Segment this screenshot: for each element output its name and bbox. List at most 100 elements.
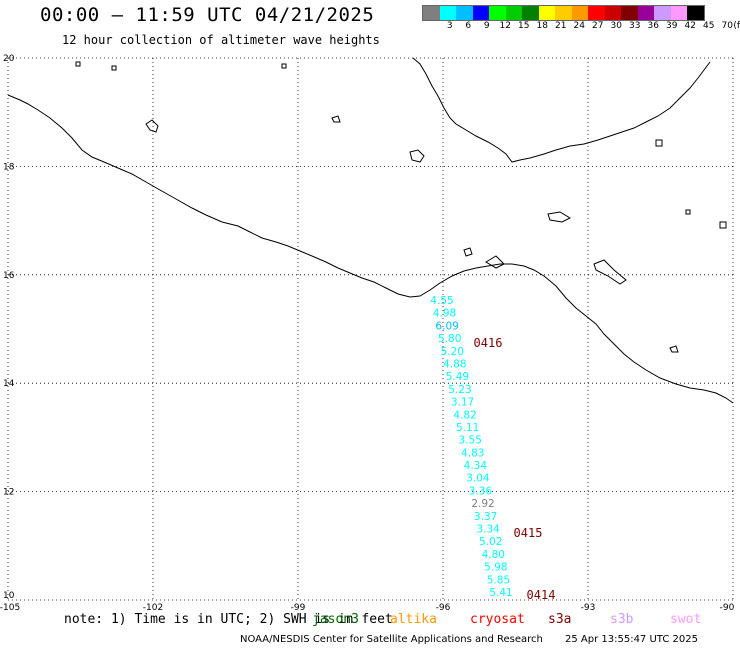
longitude-label: -102 xyxy=(143,603,163,613)
color-scale-legend xyxy=(422,5,705,21)
legend-label: 45 xyxy=(703,21,715,31)
wave-height-value: 3.04 xyxy=(466,473,490,485)
island-11 xyxy=(281,63,287,69)
satellite-swot: swot xyxy=(670,612,702,627)
map-title: 00:00 – 11:59 UTC 04/21/2025 xyxy=(40,4,375,26)
legend-swatch xyxy=(489,6,506,20)
wave-height-value: 3.37 xyxy=(474,511,497,523)
wave-height-observations: 4.554.986.095.805.204.885.495.233.174.82… xyxy=(430,295,512,599)
legend-label: 12 xyxy=(499,21,511,31)
wave-height-value: 5.80 xyxy=(438,333,461,345)
credit-text: NOAA/NESDIS Center for Satellite Applica… xyxy=(240,634,543,645)
wave-height-value: 5.23 xyxy=(448,384,471,396)
legend-label: 39 xyxy=(666,21,678,31)
legend-label: 42 xyxy=(684,21,696,31)
island-7 xyxy=(331,115,341,123)
legend-swatch xyxy=(423,6,440,20)
legend-swatch xyxy=(687,6,704,20)
legend-swatch xyxy=(670,6,687,20)
wave-height-value: 3.17 xyxy=(451,397,474,409)
wave-height-value: 4.98 xyxy=(433,308,456,320)
legend-swatch xyxy=(571,6,588,20)
gulf-coast xyxy=(412,57,711,163)
units-note: note: 1) Time is in UTC; 2) SWH is in fe… xyxy=(64,612,393,627)
legend-label: 24 xyxy=(573,21,585,31)
island-8 xyxy=(669,345,679,353)
island-6 xyxy=(463,247,473,257)
legend-label: 15 xyxy=(518,21,530,31)
island-10 xyxy=(111,65,117,71)
legend-label: 9 xyxy=(483,21,490,31)
island-13 xyxy=(685,209,691,215)
legend-label: 3 xyxy=(446,21,453,31)
island-1 xyxy=(145,119,159,133)
wave-height-value: 5.11 xyxy=(456,422,479,434)
island-3 xyxy=(547,211,572,223)
island-12 xyxy=(655,139,663,147)
wave-height-value: 5.20 xyxy=(441,346,464,358)
satellite-pass-labels: 0416 0415 0414 xyxy=(474,336,556,602)
map-subtitle: 12 hour collection of altimeter wave hei… xyxy=(62,33,380,47)
legend-label: 27 xyxy=(592,21,604,31)
legend-swatch xyxy=(522,6,539,20)
wave-height-value: 2.92 xyxy=(471,498,494,510)
satellite-s3a: s3a xyxy=(548,612,572,627)
satellite-altika: altika xyxy=(390,612,437,627)
longitude-label: -93 xyxy=(581,603,596,613)
latitude-labels: 20 18 16 14 12 10 xyxy=(3,54,15,601)
legend-label: 18 xyxy=(536,21,548,31)
legend-swatch xyxy=(604,6,621,20)
wave-height-value: 5.85 xyxy=(487,574,510,586)
legend-swatch xyxy=(439,6,456,20)
island-4 xyxy=(485,255,505,269)
wave-height-value: 4.83 xyxy=(461,447,484,459)
longitude-label: -99 xyxy=(291,603,306,613)
wave-height-value: 4.82 xyxy=(453,409,476,421)
longitude-labels: -105 -102 -99 -96 -93 -90 xyxy=(0,603,735,613)
pass-label: 0414 xyxy=(527,588,556,602)
legend-label: 33 xyxy=(629,21,641,31)
island-2 xyxy=(409,149,425,163)
legend-label: 6 xyxy=(465,21,472,31)
pass-label: 0416 xyxy=(474,336,503,350)
wave-height-value: 4.55 xyxy=(430,295,453,307)
latitude-label: 16 xyxy=(3,271,15,281)
longitude-label: -105 xyxy=(0,603,20,613)
wave-height-value: 3.34 xyxy=(476,524,500,536)
latitude-label: 14 xyxy=(3,379,15,389)
timestamp-text: 25 Apr 13:55:47 UTC 2025 xyxy=(565,634,698,645)
legend-label: 36 xyxy=(647,21,659,31)
wave-height-value: 5.02 xyxy=(479,536,502,548)
legend-label: 21 xyxy=(555,21,567,31)
latitude-label: 20 xyxy=(3,54,15,64)
wave-height-value: 3.55 xyxy=(459,435,482,447)
island-14 xyxy=(719,221,727,229)
island-9 xyxy=(75,61,81,67)
legend-swatch xyxy=(456,6,473,20)
latitude-label: 10 xyxy=(3,591,15,601)
satellite-jason3: jason3 xyxy=(312,612,359,627)
wave-height-value: 5.98 xyxy=(484,562,507,574)
latitude-label: 12 xyxy=(3,488,14,498)
mexico-pacific-coast xyxy=(7,94,734,404)
wave-height-value: 5.49 xyxy=(446,371,469,383)
legend-swatch xyxy=(472,6,489,20)
island-5 xyxy=(593,259,627,285)
legend-label: 70 xyxy=(721,21,733,31)
pass-label: 0415 xyxy=(514,526,543,540)
wave-height-value: 5.41 xyxy=(489,587,512,599)
wave-height-value: 4.34 xyxy=(464,460,488,472)
satellite-cryosat: cryosat xyxy=(470,612,525,627)
wave-height-value: 4.88 xyxy=(443,358,466,370)
legend-swatch xyxy=(555,6,572,20)
latitude-label: 18 xyxy=(3,162,15,172)
longitude-label: -90 xyxy=(720,603,735,613)
lat-lon-grid xyxy=(7,57,734,601)
wave-height-value: 3.36 xyxy=(469,485,493,497)
legend-swatch xyxy=(621,6,638,20)
satellite-s3b: s3b xyxy=(610,612,634,627)
legend-label: 30 xyxy=(610,21,622,31)
legend-unit: (ft) xyxy=(733,21,740,31)
